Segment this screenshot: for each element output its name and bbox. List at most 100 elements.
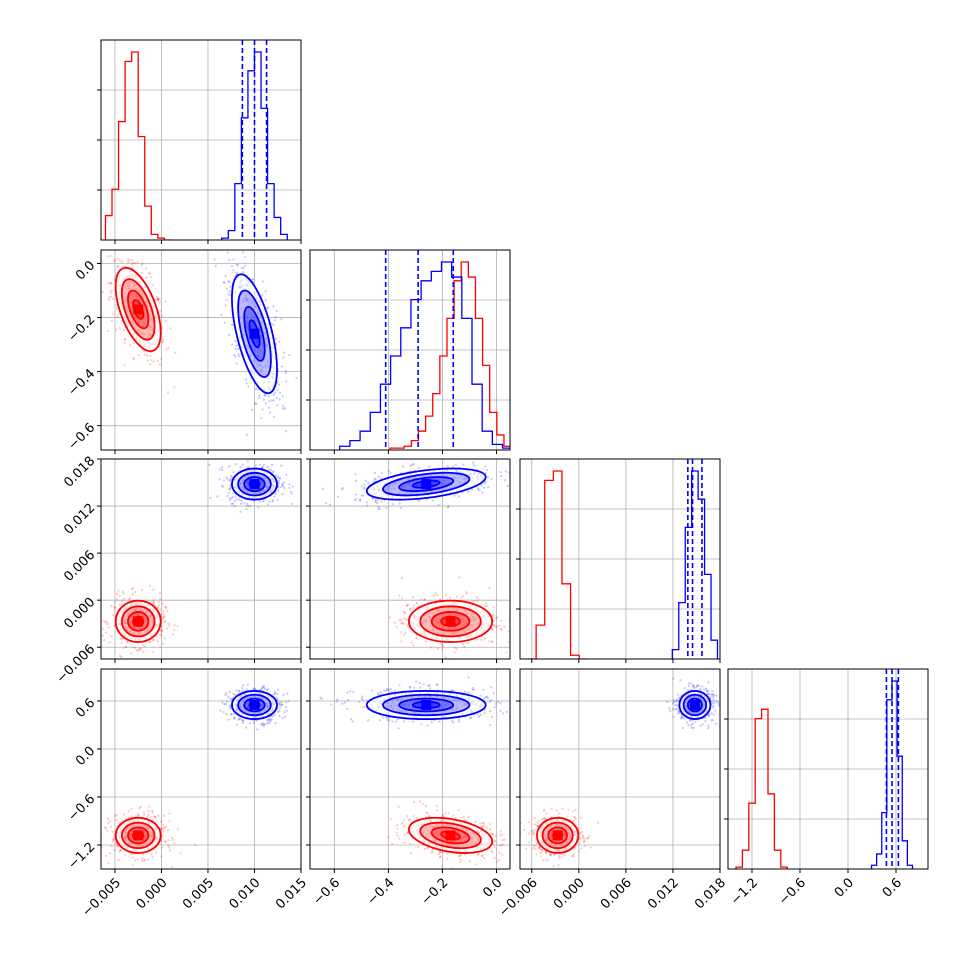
sample-point (281, 492, 284, 496)
sample-point (109, 281, 112, 284)
sample-point (399, 506, 403, 510)
sample-point (130, 807, 133, 811)
sample-point (280, 365, 283, 368)
sample-point (461, 642, 464, 645)
sample-point (167, 346, 170, 350)
sample-point (109, 852, 112, 855)
sample-point (229, 705, 232, 708)
sample-point (104, 621, 107, 624)
sample-point (228, 290, 231, 293)
sample-point (111, 838, 115, 841)
sample-point (122, 592, 125, 595)
sample-point (479, 713, 482, 717)
sample-point (484, 480, 487, 483)
sample-point (140, 264, 143, 267)
sample-point (107, 821, 110, 825)
sample-point (162, 829, 165, 832)
sample-point (500, 619, 503, 622)
sample-point (238, 690, 241, 693)
sample-point (232, 492, 235, 495)
sample-point (501, 712, 504, 715)
sample-point (232, 269, 235, 272)
sample-point (474, 821, 477, 824)
sample-point (451, 719, 454, 722)
sample-point (228, 499, 232, 502)
sample-point (268, 500, 271, 503)
sample-point (353, 498, 356, 502)
sample-point (228, 487, 231, 491)
sample-point (285, 473, 288, 476)
sample-point (453, 651, 456, 654)
sample-point (136, 649, 140, 652)
sample-point (272, 470, 275, 473)
sample-point (493, 839, 496, 843)
sample-point (261, 687, 264, 690)
sample-point (242, 684, 245, 687)
sample-point (285, 700, 288, 704)
sample-point (246, 683, 249, 686)
sample-point (494, 617, 497, 620)
sample-point (269, 718, 272, 721)
sample-point (410, 641, 413, 644)
sample-point (287, 699, 290, 702)
sample-point (386, 835, 389, 838)
sample-point (107, 817, 110, 820)
sample-point (447, 812, 450, 815)
y-tick-label: −0.6 (65, 792, 98, 825)
sample-point (279, 476, 282, 479)
density-peak (249, 700, 260, 710)
sample-point (229, 478, 232, 482)
sample-point (463, 690, 467, 693)
x-tick-label: 0.010 (227, 875, 264, 912)
sample-point (516, 477, 518, 479)
sample-point (453, 494, 456, 497)
sample-point (270, 468, 273, 471)
sample-point (141, 859, 144, 863)
sample-point (274, 315, 277, 319)
sample-point (235, 263, 238, 266)
sample-point (490, 478, 493, 481)
sample-point (507, 630, 510, 633)
sample-point (483, 856, 486, 860)
sample-point (149, 276, 152, 279)
sample-point (484, 472, 487, 475)
sample-point (468, 717, 472, 720)
sample-point (239, 510, 242, 513)
sample-point (159, 608, 162, 611)
sample-point (373, 477, 376, 480)
sample-point (230, 712, 233, 716)
sample-point (110, 635, 113, 638)
sample-point (431, 499, 435, 502)
sample-point (108, 641, 111, 644)
sample-point (272, 693, 276, 696)
sample-point (266, 687, 270, 690)
sample-point (472, 461, 475, 464)
sample-point (229, 707, 232, 710)
sample-point (484, 605, 487, 608)
sample-point (462, 595, 465, 598)
sample-point (147, 813, 150, 816)
sample-point (252, 687, 255, 691)
sample-point (239, 502, 243, 506)
sample-point (274, 492, 277, 495)
sample-point (123, 337, 126, 341)
sample-point (150, 809, 154, 812)
sample-point (223, 702, 226, 706)
sample-point (417, 499, 420, 503)
sample-point (128, 260, 131, 263)
sample-point (173, 386, 176, 389)
sample-point (364, 479, 367, 482)
sample-point (403, 825, 406, 828)
sample-point (137, 814, 140, 817)
sample-point (452, 814, 455, 817)
sample-point (354, 493, 357, 496)
sample-point (129, 343, 132, 347)
sample-point (465, 592, 468, 595)
sample-point (477, 488, 480, 491)
sample-point (363, 487, 366, 490)
sample-point (245, 502, 249, 506)
sample-point (141, 644, 145, 647)
sample-point (505, 651, 508, 654)
sample-point (230, 497, 233, 500)
